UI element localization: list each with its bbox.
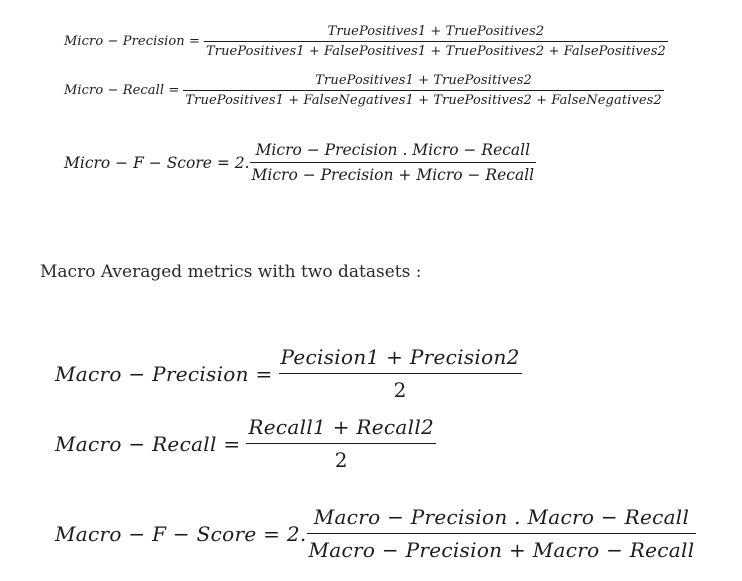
- micro-fscore-equation: Micro − F − Score = 2. Micro − Precision…: [64, 141, 537, 184]
- macro-recall-numerator: Recall1 + Recall2: [248, 415, 435, 439]
- macro-section-heading: Macro Averaged metrics with two datasets…: [40, 262, 422, 282]
- macro-fscore-denominator: Macro − Precision + Macro − Recall: [308, 538, 695, 563]
- micro-fscore-fraction: Micro − Precision . Micro − Recall Micro…: [249, 141, 537, 184]
- micro-precision-equation: Micro − Precision = TruePositives1 + Tru…: [64, 24, 668, 59]
- macro-fscore-equation: Macro − F − Score = 2. Macro − Precision…: [55, 505, 697, 563]
- micro-recall-lhs: Micro − Recall =: [64, 83, 180, 98]
- macro-precision-fraction: Pecision1 + Precision2 2: [278, 345, 522, 403]
- fraction-bar: [246, 443, 437, 445]
- macro-recall-equation: Macro − Recall = Recall1 + Recall2 2: [55, 415, 437, 473]
- macro-recall-fraction: Recall1 + Recall2 2: [246, 415, 437, 473]
- fraction-bar: [183, 90, 664, 91]
- macro-fscore-numerator: Macro − Precision . Macro − Recall: [313, 505, 690, 529]
- fraction-bar: [249, 162, 537, 163]
- fraction-bar: [204, 41, 668, 42]
- fraction-bar: [278, 373, 522, 375]
- micro-recall-equation: Micro − Recall = TruePositives1 + TruePo…: [64, 73, 664, 108]
- macro-precision-lhs: Macro − Precision =: [55, 361, 273, 386]
- micro-fscore-numerator: Micro − Precision . Micro − Recall: [255, 141, 531, 159]
- micro-precision-denominator: TruePositives1 + FalsePositives1 + TrueP…: [206, 44, 666, 59]
- fraction-bar: [306, 533, 697, 535]
- macro-precision-denominator: 2: [393, 378, 407, 403]
- micro-recall-denominator: TruePositives1 + FalseNegatives1 + TrueP…: [185, 93, 662, 108]
- macro-precision-equation: Macro − Precision = Pecision1 + Precisio…: [55, 345, 522, 402]
- micro-recall-fraction: TruePositives1 + TruePositives2 TruePosi…: [183, 73, 664, 108]
- macro-fscore-lhs: Macro − F − Score = 2.: [55, 521, 307, 546]
- micro-fscore-lhs: Micro − F − Score = 2.: [64, 153, 250, 172]
- macro-fscore-fraction: Macro − Precision . Macro − Recall Macro…: [306, 505, 697, 563]
- macro-recall-lhs: Macro − Recall =: [55, 431, 241, 456]
- micro-recall-numerator: TruePositives1 + TruePositives2: [315, 73, 532, 88]
- macro-precision-numerator: Pecision1 + Precision2: [280, 345, 520, 369]
- macro-recall-denominator: 2: [334, 448, 348, 473]
- micro-precision-lhs: Micro − Precision =: [64, 34, 200, 49]
- micro-precision-fraction: TruePositives1 + TruePositives2 TruePosi…: [204, 24, 668, 59]
- micro-fscore-denominator: Micro − Precision + Micro − Recall: [251, 166, 535, 184]
- micro-precision-numerator: TruePositives1 + TruePositives2: [327, 24, 545, 39]
